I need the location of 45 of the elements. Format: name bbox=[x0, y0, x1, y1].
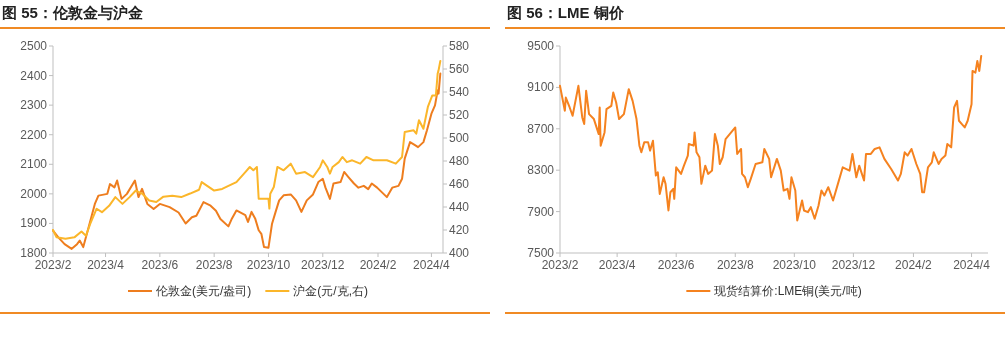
y2-tick-label: 480 bbox=[449, 154, 470, 168]
legend-label: 现货结算价:LME铜(美元/吨) bbox=[714, 284, 862, 298]
y-tick-label: 9100 bbox=[527, 80, 555, 95]
legend-label: 伦敦金(美元/盎司) bbox=[156, 284, 252, 298]
chart-title: 图 55：伦敦金与沪金 bbox=[2, 4, 143, 23]
x-tick-label: 2023/8 bbox=[195, 258, 233, 272]
y-tick-label: 7500 bbox=[527, 246, 555, 260]
y-tick-label: 8300 bbox=[527, 163, 555, 178]
x-tick-label: 2023/12 bbox=[831, 258, 876, 272]
y-tick-label: 8700 bbox=[527, 121, 555, 136]
y-tick-label: 7900 bbox=[527, 204, 555, 219]
x-tick-label: 2023/12 bbox=[301, 258, 345, 272]
y-tick-label: 2300 bbox=[20, 98, 48, 113]
x-tick-label: 2023/8 bbox=[716, 258, 754, 272]
legend-label: 沪金(元/克,右) bbox=[293, 284, 368, 298]
y-tick-label: 2000 bbox=[20, 186, 48, 201]
y2-tick-label: 440 bbox=[449, 200, 470, 214]
y2-tick-label: 400 bbox=[449, 246, 470, 260]
y-tick-label: 2200 bbox=[20, 127, 48, 142]
x-tick-label: 2023/6 bbox=[141, 258, 179, 272]
x-tick-label: 2023/4 bbox=[87, 258, 125, 272]
y-tick-label: 2500 bbox=[20, 39, 48, 53]
x-tick-label: 2023/6 bbox=[657, 258, 695, 272]
x-tick-label: 2023/10 bbox=[246, 258, 291, 272]
y2-tick-label: 520 bbox=[449, 108, 470, 122]
y2-tick-label: 540 bbox=[449, 85, 470, 99]
x-tick-label: 2024/4 bbox=[953, 258, 991, 272]
y2-tick-label: 580 bbox=[449, 39, 470, 53]
x-tick-label: 2024/2 bbox=[895, 258, 933, 272]
x-tick-label: 2023/2 bbox=[541, 258, 579, 272]
chart-title: 图 56：LME 铜价 bbox=[507, 4, 624, 23]
x-tick-label: 2024/4 bbox=[413, 258, 451, 272]
x-tick-label: 2023/4 bbox=[598, 258, 636, 272]
y-tick-label: 1900 bbox=[20, 216, 48, 231]
y-tick-label: 1800 bbox=[20, 246, 48, 260]
y2-tick-label: 500 bbox=[449, 131, 470, 145]
y-tick-label: 9500 bbox=[527, 39, 555, 53]
y2-tick-label: 560 bbox=[449, 62, 470, 76]
y-tick-label: 2100 bbox=[20, 157, 48, 172]
y-tick-label: 2400 bbox=[20, 68, 48, 83]
y2-tick-label: 420 bbox=[449, 223, 470, 237]
x-tick-label: 2024/2 bbox=[359, 258, 397, 272]
x-tick-label: 2023/10 bbox=[772, 258, 817, 272]
y2-tick-label: 460 bbox=[449, 177, 470, 191]
x-tick-label: 2023/2 bbox=[34, 258, 72, 272]
